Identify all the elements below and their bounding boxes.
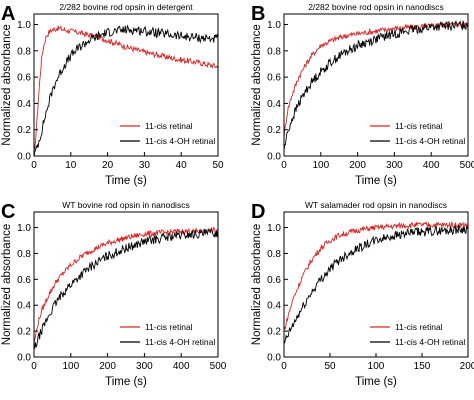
y-axis-label: Normalized absorbance: [251, 24, 263, 145]
series-line-cis-retinal: [284, 220, 468, 331]
x-axis-label: Time (s): [105, 175, 147, 187]
y-tick-label: 0.4: [17, 99, 31, 110]
plot-frame: [283, 13, 469, 157]
series-line-cis-retinal: [34, 25, 218, 154]
panel-title: 2/282 bovine rod opsin in detergent: [59, 2, 193, 12]
y-tick-label: 0.2: [17, 125, 31, 136]
x-tick-label: 200: [349, 160, 366, 171]
panel-letter: D: [251, 201, 265, 223]
legend-label: 11-cis 4-OH retinal: [395, 337, 465, 347]
x-tick-label: 100: [62, 361, 79, 372]
y-tick-label: 0.4: [267, 301, 281, 312]
x-tick-label: 150: [414, 361, 431, 372]
panel-c: 0 100 200 300 400 500 0.0 0.2 0.4 0.6 0.8 1.0 WT bov…: [1, 200, 227, 388]
legend-label: 11-cis retinal: [395, 322, 443, 332]
x-tick-label: 50: [324, 361, 336, 372]
y-axis-label: Normalized absorbance: [251, 224, 263, 345]
y-tick-label: 0.2: [267, 125, 281, 136]
x-axis-label: Time (s): [355, 376, 397, 388]
y-tick-label: 0.6: [17, 275, 31, 286]
y-tick-label: 0.6: [267, 73, 281, 84]
y-axis-label: Normalized absorbance: [1, 224, 13, 345]
y-tick-label: 1.0: [17, 223, 31, 234]
x-tick-label: 200: [99, 361, 116, 372]
panel-letter: A: [1, 3, 15, 25]
y-tick-label: 0.8: [17, 249, 31, 260]
x-tick-label: 100: [312, 160, 329, 171]
panel-title: 2/282 bovine rod opsin in nanodiscs: [308, 2, 444, 12]
y-tick-label: 1.0: [17, 20, 31, 31]
x-tick-label: 0: [31, 361, 37, 372]
y-tick-label: 0.8: [267, 249, 281, 260]
x-tick-label: 40: [176, 160, 188, 171]
panel-letter: B: [251, 3, 265, 25]
x-tick-label: 500: [460, 160, 474, 171]
x-tick-label: 10: [65, 160, 77, 171]
plot-frame: [33, 211, 219, 358]
panel-a: 0 10 20 30 40 50 0.0 0.2 0.4 0.6 0.8 1.0 2/282 bovin…: [1, 2, 224, 187]
x-tick-label: 400: [173, 361, 190, 372]
legend-label: 11-cis retinal: [395, 121, 443, 131]
legend-label: 11-cis 4-OH retinal: [395, 136, 465, 146]
series-line-cis-4-oh-retinal: [284, 20, 468, 151]
y-tick-label: 1.0: [267, 20, 281, 31]
y-tick-label: 0.0: [17, 353, 31, 364]
series-line-cis-retinal: [34, 226, 218, 345]
y-tick-label: 0.2: [267, 327, 281, 338]
y-tick-label: 0.4: [267, 99, 281, 110]
x-tick-label: 0: [281, 361, 287, 372]
x-tick-label: 500: [210, 361, 227, 372]
y-tick-label: 0.0: [267, 353, 281, 364]
y-tick-label: 0.8: [267, 46, 281, 57]
legend-label: 11-cis 4-OH retinal: [145, 337, 215, 347]
x-tick-label: 30: [139, 160, 151, 171]
plot-frame: [33, 13, 219, 157]
x-tick-label: 300: [136, 361, 153, 372]
series-line-cis-4-oh-retinal: [34, 228, 218, 350]
y-tick-label: 0.2: [17, 327, 31, 338]
legend-label: 11-cis retinal: [145, 121, 193, 131]
x-tick-label: 20: [102, 160, 114, 171]
panel-title: WT bovine rod opsin in nanodiscs: [62, 200, 189, 210]
x-tick-label: 0: [31, 160, 37, 171]
x-tick-label: 200: [460, 361, 474, 372]
y-tick-label: 0.8: [17, 46, 31, 57]
x-axis-label: Time (s): [355, 175, 397, 187]
series-line-cis-4-oh-retinal: [34, 24, 218, 156]
y-tick-label: 0.4: [17, 301, 31, 312]
x-tick-label: 100: [368, 361, 385, 372]
y-tick-label: 0.6: [17, 73, 31, 84]
legend-label: 11-cis 4-OH retinal: [145, 136, 215, 146]
y-tick-label: 0.6: [267, 275, 281, 286]
x-tick-label: 0: [281, 160, 287, 171]
panel-letter: C: [1, 201, 15, 223]
y-axis-label: Normalized absorbance: [1, 24, 13, 145]
x-axis-label: Time (s): [105, 376, 147, 388]
legend-label: 11-cis retinal: [145, 322, 193, 332]
y-tick-label: 0.0: [17, 152, 31, 163]
x-tick-label: 50: [212, 160, 224, 171]
y-tick-label: 0.0: [267, 152, 281, 163]
panel-b: 0 100 200 300 400 500 0.0 0.2 0.4 0.6 0.8 1.0 2/282 …: [251, 2, 474, 187]
panel-title: WT salamader rod opsin in nanodiscs: [305, 200, 447, 210]
x-tick-label: 400: [423, 160, 440, 171]
panel-d: 0 50 100 150 200 0.0 0.2 0.4 0.6 0.8 1.0 WT salamad…: [251, 200, 474, 388]
x-tick-label: 300: [386, 160, 403, 171]
y-tick-label: 1.0: [267, 223, 281, 234]
series-line-cis-4-oh-retinal: [284, 224, 468, 344]
